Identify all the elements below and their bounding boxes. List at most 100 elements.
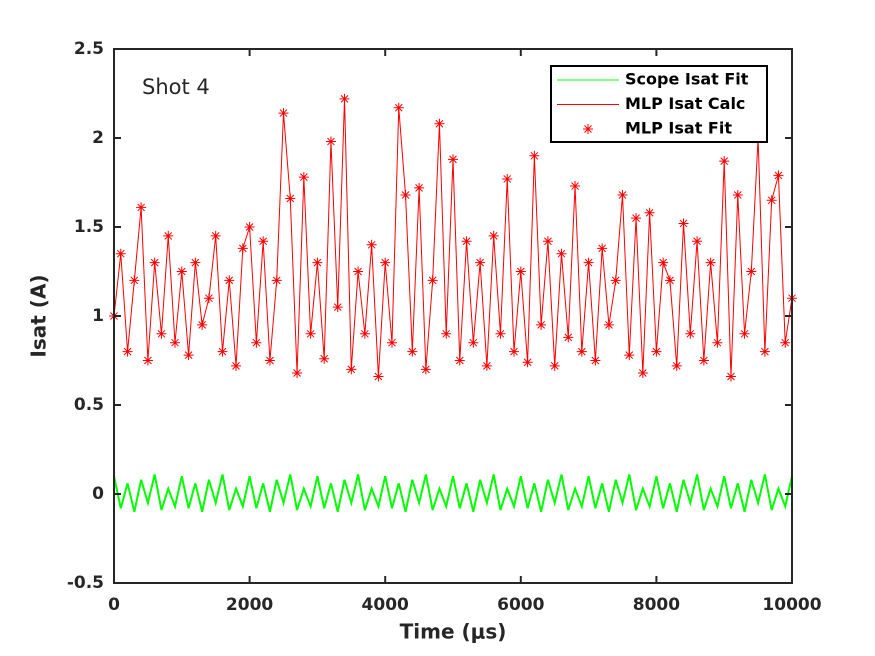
star-marker: [366, 239, 377, 250]
star-marker: [420, 364, 431, 375]
star-marker: [590, 355, 601, 366]
star-marker: [766, 195, 777, 206]
star-marker: [298, 172, 309, 183]
star-marker: [142, 355, 153, 366]
star-marker: [292, 367, 303, 378]
y-tick-label: 1: [92, 306, 104, 326]
star-marker: [271, 275, 282, 286]
star-marker: [217, 346, 228, 357]
star-marker: [631, 213, 642, 224]
plot-area: [109, 93, 797, 513]
annotation: Shot 4: [142, 75, 210, 99]
star-marker: [617, 189, 628, 200]
star-marker: [488, 230, 499, 241]
star-marker: [251, 337, 262, 348]
star-marker: [603, 319, 614, 330]
star-marker: [664, 275, 675, 286]
star-marker: [278, 108, 289, 119]
star-marker: [427, 275, 438, 286]
star-marker: [542, 236, 553, 247]
star-marker: [658, 257, 669, 268]
star-marker: [692, 236, 703, 247]
star-marker: [136, 202, 147, 213]
star-marker: [678, 218, 689, 229]
star-marker: [529, 150, 540, 161]
star-marker: [576, 346, 587, 357]
star-marker: [380, 257, 391, 268]
star-marker: [780, 337, 791, 348]
star-marker: [637, 367, 648, 378]
star-marker: [197, 319, 208, 330]
star-marker: [698, 355, 709, 366]
star-marker: [759, 346, 770, 357]
star-marker: [373, 371, 384, 382]
legend-label: MLP Isat Fit: [625, 119, 732, 138]
star-marker: [325, 136, 336, 147]
y-axis-label: Isat (A): [27, 274, 51, 357]
legend: Scope Isat Fit MLP Isat Calc MLP Isat Fit: [550, 65, 768, 143]
star-marker: [624, 350, 635, 361]
star-marker: [732, 189, 743, 200]
star-marker: [231, 360, 242, 371]
legend-label: Scope Isat Fit: [625, 70, 749, 89]
star-marker: [685, 328, 696, 339]
y-tick-label: 2: [92, 128, 104, 148]
star-marker: [224, 275, 235, 286]
y-tick-label: 0.5: [74, 395, 104, 415]
star-marker: [203, 293, 214, 304]
star-marker: [244, 222, 255, 232]
x-tick-label: 10000: [762, 595, 821, 615]
star-marker: [156, 328, 167, 339]
star-marker: [610, 275, 621, 286]
star-marker: [536, 319, 547, 330]
y-tick-label: -0.5: [67, 573, 104, 593]
star-marker: [115, 248, 126, 259]
star-marker: [149, 257, 160, 268]
star-marker: [651, 346, 662, 357]
star-marker: [414, 182, 425, 193]
star-marker: [719, 156, 730, 167]
star-marker: [190, 257, 201, 268]
star-marker: [495, 328, 506, 339]
legend-swatch: [583, 124, 593, 134]
star-marker: [170, 337, 181, 348]
star-marker: [346, 364, 357, 375]
star-marker: [583, 257, 594, 268]
star-marker: [454, 355, 465, 366]
star-marker: [570, 181, 581, 192]
x-tick-label: 2000: [226, 595, 273, 615]
star-marker: [549, 360, 560, 371]
star-marker: [773, 170, 784, 181]
star-marker: [319, 353, 330, 364]
star-marker: [129, 275, 140, 286]
y-tick-label: 2.5: [74, 39, 104, 59]
star-marker: [502, 173, 513, 184]
star-marker: [522, 357, 533, 368]
star-marker: [644, 207, 655, 218]
star-marker: [122, 346, 133, 357]
star-marker: [305, 328, 316, 339]
star-marker: [264, 355, 275, 366]
series-line: [113, 474, 793, 513]
x-axis-label: Time (μs): [400, 620, 507, 644]
star-marker: [705, 257, 716, 268]
star-marker: [339, 93, 350, 104]
star-marker: [468, 337, 479, 348]
star-marker: [434, 118, 445, 129]
star-marker: [481, 360, 492, 371]
star-marker: [163, 230, 174, 241]
star-marker: [563, 332, 574, 343]
star-marker: [597, 243, 608, 254]
star-marker: [258, 236, 269, 247]
star-marker: [712, 337, 723, 348]
x-tick-label: 6000: [497, 595, 544, 615]
star-marker: [515, 266, 526, 277]
star-marker: [407, 346, 418, 357]
star-marker: [725, 371, 736, 382]
legend-label: MLP Isat Calc: [625, 94, 745, 113]
star-marker: [393, 102, 404, 113]
x-tick-label: 8000: [633, 595, 680, 615]
star-marker: [739, 328, 750, 339]
star-marker: [556, 248, 567, 259]
star-marker: [386, 337, 397, 348]
